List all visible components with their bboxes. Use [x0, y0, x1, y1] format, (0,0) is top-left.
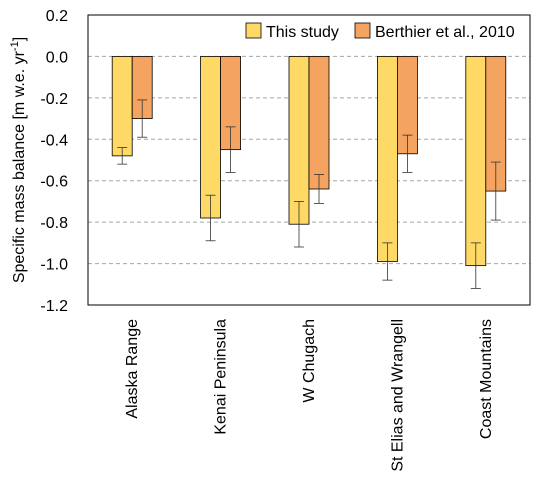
legend-label: This study	[266, 24, 339, 41]
y-axis-label-sup: -1	[9, 41, 21, 51]
legend: This study Berthier et al., 2010	[245, 22, 515, 41]
x-tick-label: Kenai Peninsula	[213, 319, 230, 435]
y-axis-label-main: Specific mass balance [m w.e. yr	[11, 50, 28, 283]
bar-berthier-2	[308, 56, 330, 190]
x-tick-label: W Chugach	[301, 319, 318, 403]
bar-this-study-4	[465, 56, 487, 267]
y-tick-label: 0.0	[46, 49, 68, 66]
y-axis-label: Specific mass balance [m w.e. yr-1]	[9, 37, 28, 283]
bar-this-study-0	[111, 56, 133, 157]
y-tick-label: -1.2	[40, 298, 68, 315]
y-tick-label: -0.8	[40, 215, 68, 232]
x-tick-label: Alaska Range	[124, 319, 141, 419]
y-tick-label: -0.4	[40, 132, 68, 149]
x-tick-labels: Alaska Range Kenai Peninsula W Chugach St E…	[124, 319, 495, 472]
y-tick-label: -0.2	[40, 91, 68, 108]
y-ticks: 0.2 0.0 -0.2 -0.4 -0.6 -0.8 -1.0 -1.2	[40, 8, 68, 315]
legend-label: Berthier et al., 2010	[375, 24, 515, 41]
plot-frame	[87, 14, 531, 306]
x-tick-label: St Elias and Wrangell	[389, 319, 406, 472]
legend-swatch	[245, 22, 262, 39]
bar-this-study-1	[200, 56, 222, 219]
error-bars	[117, 99, 501, 289]
y-tick-label: 0.2	[46, 8, 68, 25]
y-tick-label: -1.0	[40, 257, 68, 274]
bar-this-study-3	[376, 56, 398, 262]
bar-this-study-2	[288, 56, 310, 225]
legend-swatch	[354, 22, 371, 39]
x-tick-label: Coast Mountains	[478, 319, 495, 439]
y-tick-label: -0.6	[40, 174, 68, 191]
y-axis-label-end: ]	[11, 37, 28, 41]
bars	[111, 56, 507, 267]
